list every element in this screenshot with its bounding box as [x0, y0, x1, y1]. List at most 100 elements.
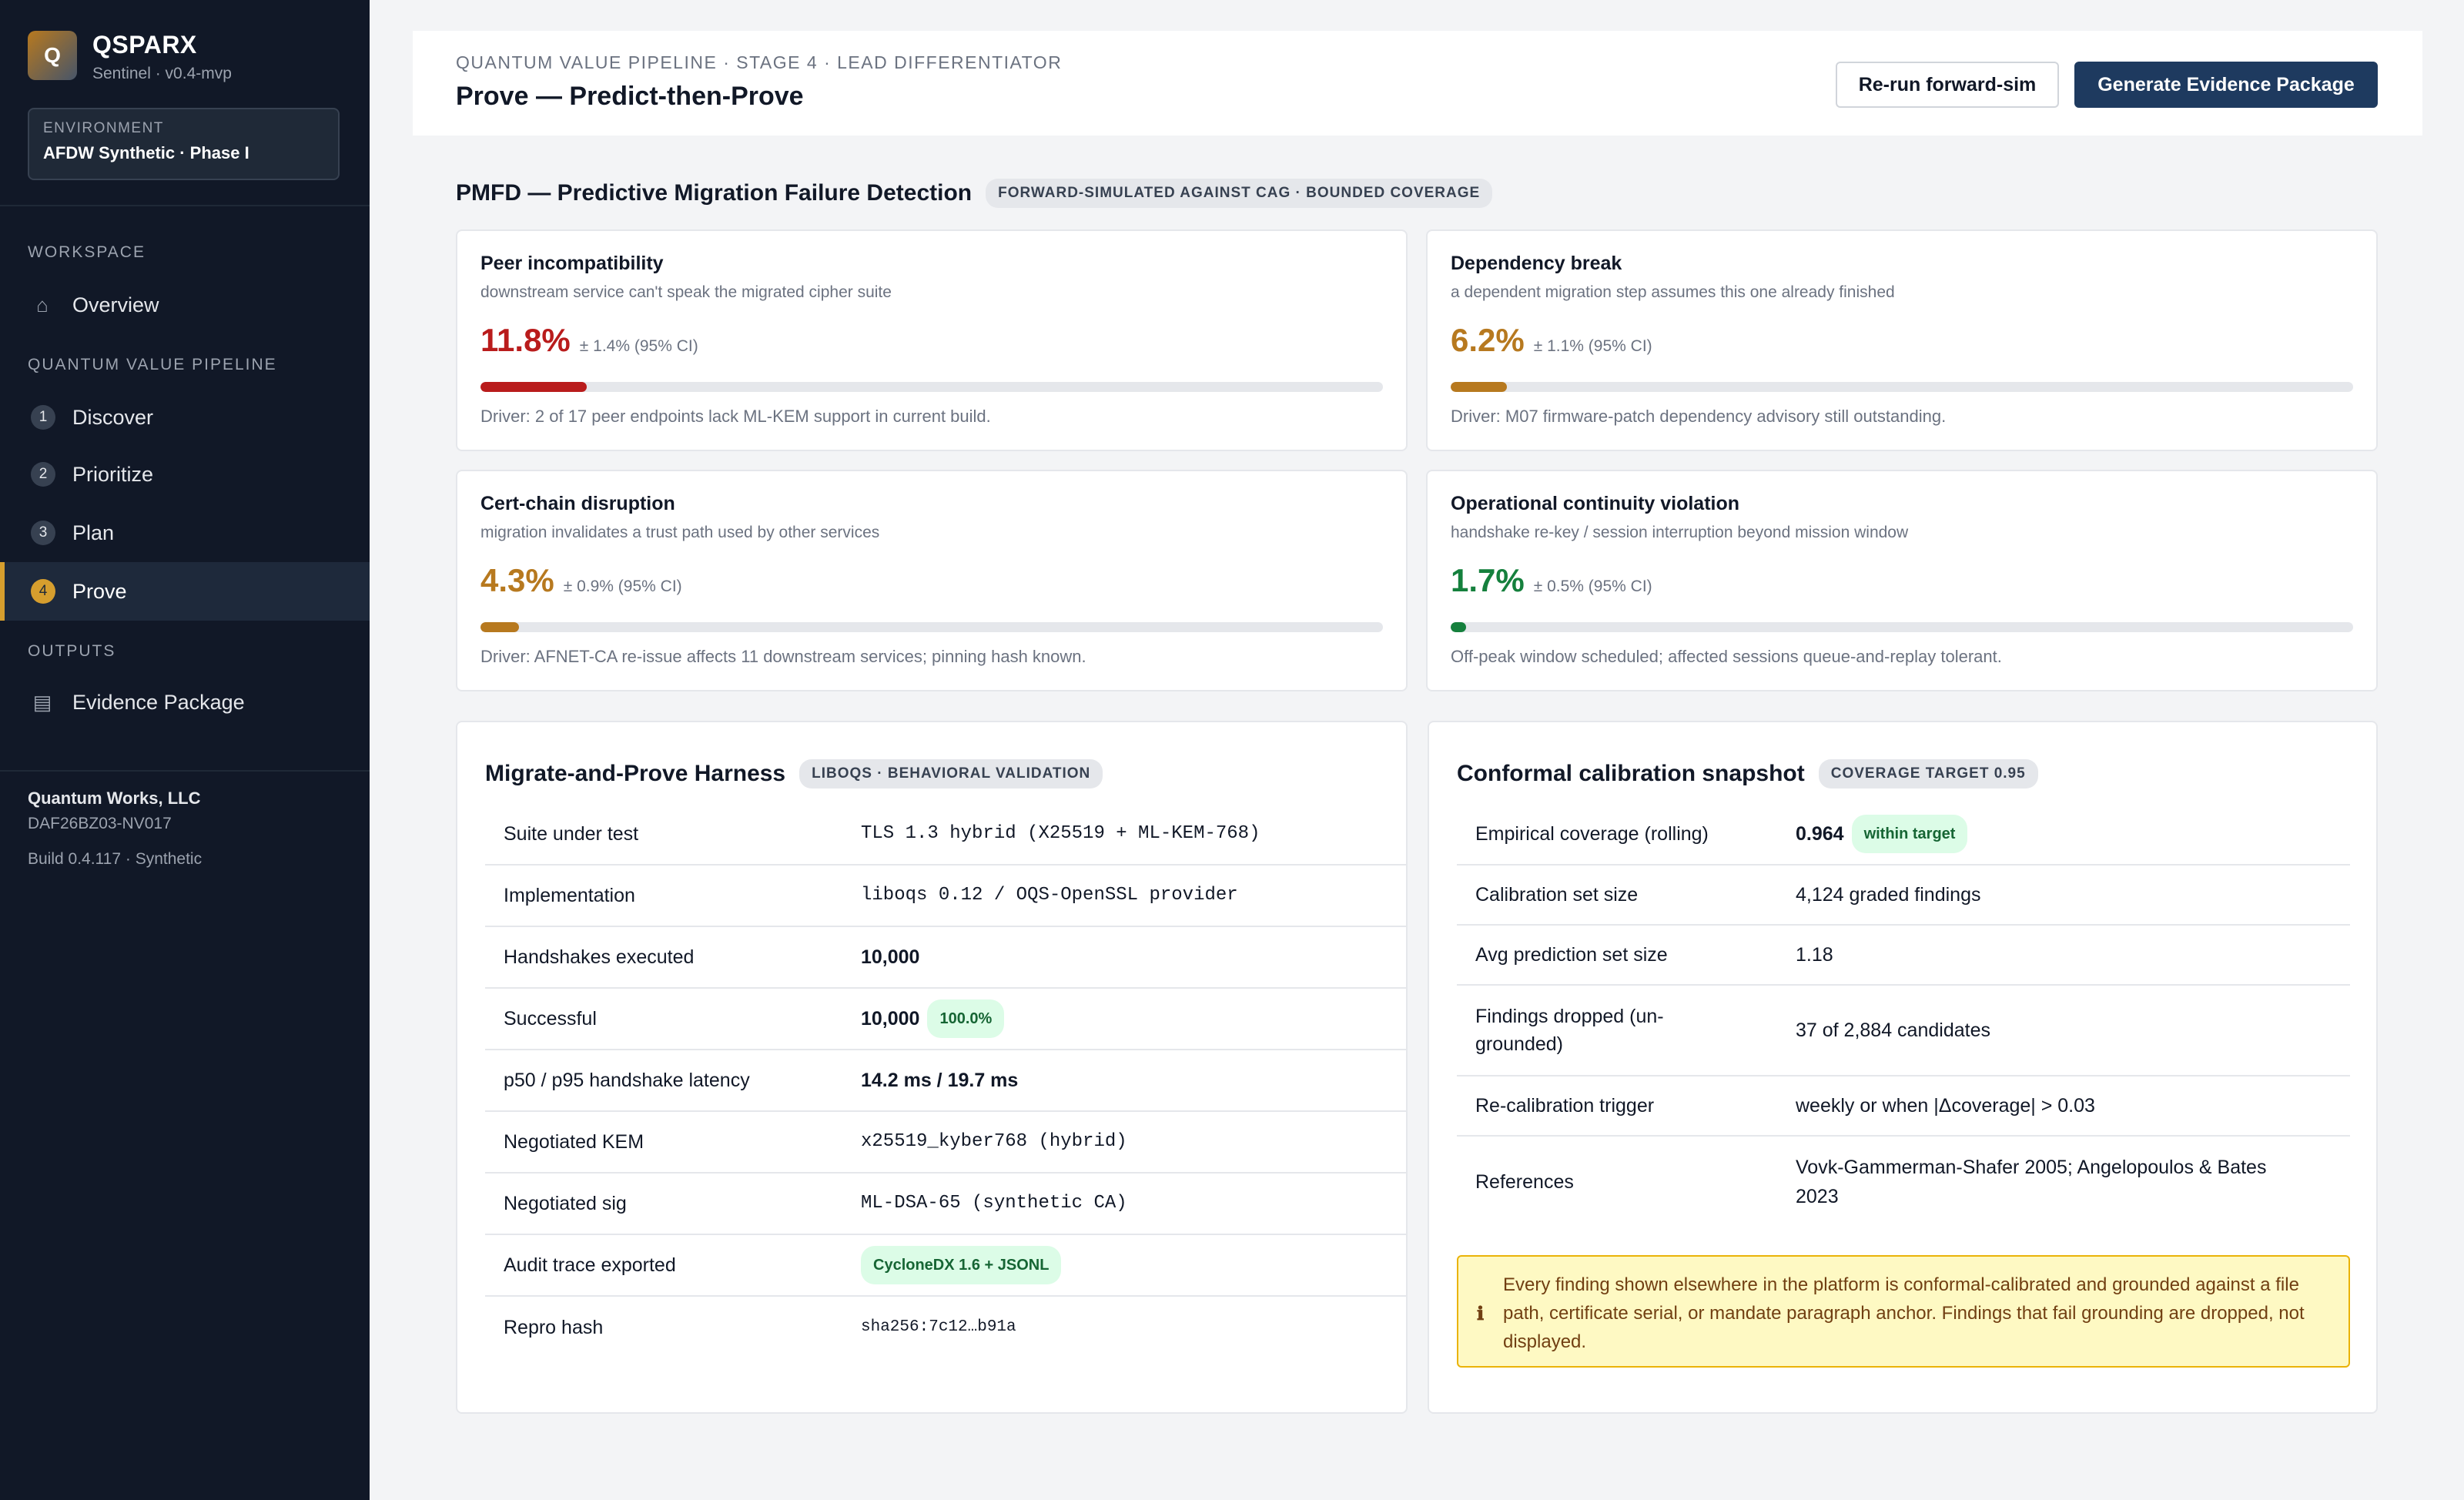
environment-selector[interactable]: ENVIRONMENT AFDW Synthetic · Phase I	[28, 108, 340, 180]
harness-table: Suite under test TLS 1.3 hybrid (X25519 …	[485, 804, 1406, 1358]
row-key: p50 / p95 handshake latency	[504, 1070, 750, 1091]
risk-description: a dependent migration step assumes this …	[1451, 283, 1895, 301]
row-key: Negotiated KEM	[504, 1131, 644, 1153]
row-key: References	[1475, 1171, 1574, 1193]
step-number-badge: 1	[31, 405, 55, 430]
risk-probability: 4.3%	[480, 562, 554, 598]
row-value: 14.2 ms / 19.7 ms	[861, 1070, 1019, 1091]
table-row: Avg prediction set size 1.18	[1457, 926, 2350, 986]
row-value-group: 10,000 100.0%	[861, 999, 1406, 1038]
table-row: Suite under test TLS 1.3 hybrid (X25519 …	[485, 804, 1406, 866]
brand-name: QSPARX	[92, 31, 197, 59]
brand-version: Sentinel · v0.4-mvp	[92, 65, 232, 82]
risk-bar	[480, 382, 1383, 392]
row-value: 4,124 graded findings	[1796, 884, 1981, 906]
row-value: weekly or when |Δcoverage| > 0.03	[1796, 1095, 2095, 1117]
harness-panel: Migrate-and-Prove Harness LIBOQS · BEHAV…	[456, 721, 1408, 1414]
grounding-note: ℹ Every finding shown elsewhere in the p…	[1457, 1255, 2350, 1368]
note-text: Every finding shown elsewhere in the pla…	[1503, 1274, 2305, 1352]
risk-card-cert-chain-disruption: Cert-chain disruption migration invalida…	[456, 470, 1408, 691]
document-icon: ▤	[32, 690, 52, 714]
coverage-status-badge: within target	[1851, 815, 1968, 853]
org-name: Quantum Works, LLC	[28, 789, 201, 808]
sidebar: Q QSPARX Sentinel · v0.4-mvp ENVIRONMENT…	[0, 0, 370, 1500]
row-key: Calibration set size	[1475, 884, 1639, 906]
risk-card-peer-incompatibility: Peer incompatibility downstream service …	[456, 229, 1408, 451]
risk-title: Operational continuity violation	[1451, 493, 1740, 514]
pipeline-section-label: QUANTUM VALUE PIPELINE	[28, 356, 277, 373]
table-row: Repro hash sha256:7c12…b91a	[485, 1297, 1406, 1358]
sidebar-item-overview[interactable]: ⌂ Overview	[0, 276, 370, 334]
table-row: p50 / p95 handshake latency 14.2 ms / 19…	[485, 1050, 1406, 1112]
row-value: 0.964	[1796, 823, 1844, 845]
info-icon: ℹ	[1477, 1304, 1485, 1324]
row-key: Successful	[504, 1008, 597, 1030]
sidebar-item-label: Discover	[72, 405, 154, 429]
row-value: sha256:7c12…b91a	[861, 1318, 1016, 1336]
panel-header: Conformal calibration snapshot COVERAGE …	[1457, 759, 2038, 789]
breadcrumb: QUANTUM VALUE PIPELINE · STAGE 4 · LEAD …	[456, 52, 1063, 72]
table-row: Findings dropped (un-grounded) 37 of 2,8…	[1457, 986, 2350, 1076]
risk-bar	[1451, 382, 2353, 392]
success-rate-badge: 100.0%	[927, 999, 1005, 1038]
risk-bar-fill	[480, 382, 588, 392]
risk-probability: 1.7%	[1451, 562, 1525, 598]
row-value: 10,000	[861, 1008, 920, 1030]
row-key: Repro hash	[504, 1317, 604, 1338]
risk-bar-fill	[480, 622, 520, 632]
risk-driver: Off-peak window scheduled; affected sess…	[1451, 647, 2002, 666]
row-key: Implementation	[504, 885, 635, 906]
row-value: 10,000	[861, 946, 920, 968]
sidebar-item-label: Prove	[72, 579, 127, 603]
row-key: Empirical coverage (rolling)	[1475, 823, 1709, 845]
sidebar-item-prove[interactable]: 4 Prove	[0, 562, 370, 621]
panel-badge: COVERAGE TARGET 0.95	[1818, 759, 2038, 789]
row-key: Negotiated sig	[504, 1193, 627, 1214]
panel-badge: LIBOQS · BEHAVIORAL VALIDATION	[799, 759, 1103, 789]
row-value: Vovk-Gammerman-Shafer 2005; Angelopoulos…	[1796, 1157, 2267, 1207]
risk-bar-fill	[1451, 382, 1507, 392]
row-value: x25519_kyber768 (hybrid)	[861, 1131, 1127, 1152]
table-row: Negotiated sig ML-DSA-65 (synthetic CA)	[485, 1174, 1406, 1235]
table-row: Audit trace exported CycloneDX 1.6 + JSO…	[485, 1235, 1406, 1297]
risk-driver: Driver: AFNET-CA re-issue affects 11 dow…	[480, 647, 1086, 666]
row-key: Re-calibration trigger	[1475, 1095, 1655, 1117]
risk-bar	[1451, 622, 2353, 632]
row-value: 1.18	[1796, 944, 1833, 966]
sidebar-item-discover[interactable]: 1 Discover	[0, 388, 370, 447]
row-key: Audit trace exported	[504, 1254, 676, 1276]
environment-value: AFDW Synthetic · Phase I	[43, 143, 249, 162]
calibration-table: Empirical coverage (rolling) 0.964 withi…	[1457, 804, 2350, 1227]
risk-driver: Driver: M07 firmware-patch dependency ad…	[1451, 407, 1947, 426]
sidebar-item-label: Overview	[72, 293, 159, 316]
table-row: Calibration set size 4,124 graded findin…	[1457, 866, 2350, 926]
row-value: 37 of 2,884 candidates	[1796, 1020, 1990, 1041]
row-value: liboqs 0.12 / OQS-OpenSSL provider	[861, 885, 1238, 906]
audit-format-badge: CycloneDX 1.6 + JSONL	[861, 1246, 1062, 1284]
risk-description: downstream service can't speak the migra…	[480, 283, 892, 301]
row-value: ML-DSA-65 (synthetic CA)	[861, 1193, 1127, 1214]
sidebar-item-label: Evidence Package	[72, 690, 245, 714]
sidebar-item-evidence-package[interactable]: ▤ Evidence Package	[0, 673, 370, 732]
risk-title: Peer incompatibility	[480, 253, 664, 274]
rerun-forward-sim-button[interactable]: Re-run forward-sim	[1836, 62, 2059, 108]
step-number-badge: 3	[31, 521, 55, 545]
row-key: Suite under test	[504, 823, 639, 845]
sidebar-item-prioritize[interactable]: 2 Prioritize	[0, 445, 370, 504]
risk-description: handshake re-key / session interruption …	[1451, 524, 1909, 541]
panel-title: Migrate-and-Prove Harness	[485, 761, 786, 786]
risk-bar	[480, 622, 1383, 632]
row-key: Handshakes executed	[504, 946, 695, 968]
row-key: Avg prediction set size	[1475, 944, 1668, 966]
sidebar-item-label: Plan	[72, 521, 115, 544]
generate-evidence-package-button[interactable]: Generate Evidence Package	[2074, 62, 2378, 108]
row-value: TLS 1.3 hybrid (X25519 + ML-KEM-768)	[861, 823, 1260, 844]
risk-probability: 6.2%	[1451, 322, 1525, 358]
risk-confidence-interval: ± 0.5% (95% CI)	[1533, 578, 1652, 595]
pmfd-section-header: PMFD — Predictive Migration Failure Dete…	[456, 179, 1493, 208]
sidebar-item-plan[interactable]: 3 Plan	[0, 504, 370, 562]
risk-confidence-interval: ± 1.4% (95% CI)	[579, 337, 698, 355]
row-value-group: CycloneDX 1.6 + JSONL	[861, 1246, 1406, 1284]
sidebar-divider	[0, 205, 370, 206]
page-title: Prove — Predict-then-Prove	[456, 82, 804, 111]
